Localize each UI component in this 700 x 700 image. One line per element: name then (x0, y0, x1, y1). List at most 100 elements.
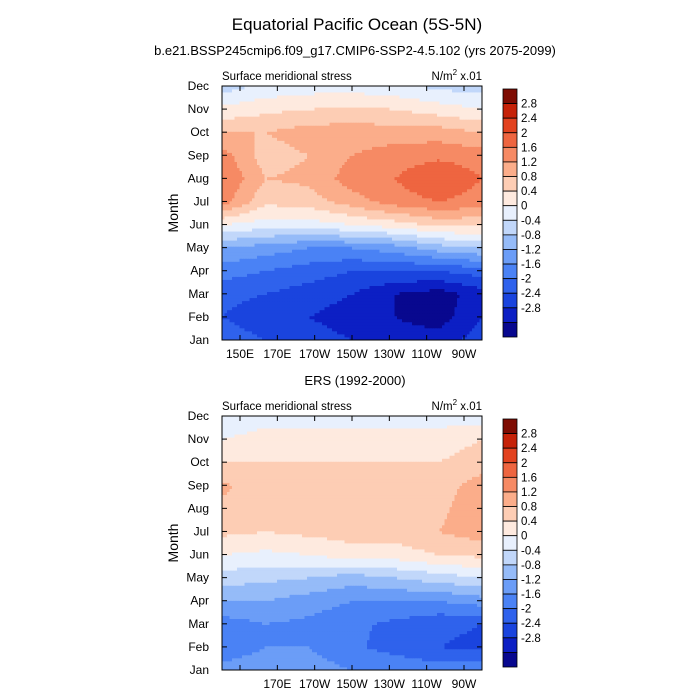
field-cell (279, 303, 283, 308)
field-cell (367, 285, 370, 289)
field-cell (357, 200, 360, 205)
field-cell (247, 270, 250, 274)
field-cell (282, 261, 285, 265)
field-cell (369, 294, 373, 299)
field-cell (277, 300, 280, 305)
field-cell (277, 330, 280, 335)
field-cell (407, 222, 410, 226)
field-cell (317, 222, 320, 226)
field-cell (412, 294, 415, 299)
field-cell (477, 288, 480, 293)
field-cell (292, 270, 295, 274)
field-cell (384, 219, 388, 223)
field-cell (279, 288, 283, 293)
field-cell (284, 237, 288, 241)
field-cell (404, 291, 408, 296)
field-cell (274, 282, 278, 286)
field-cell (384, 243, 388, 247)
field-cell (444, 327, 448, 332)
field-cell (307, 270, 310, 274)
field-cell (299, 213, 303, 217)
field-cell (347, 206, 350, 211)
field-cell (399, 213, 403, 217)
field-cell (372, 231, 375, 235)
field-cell (362, 321, 365, 326)
field-cell (382, 240, 385, 244)
field-cell (469, 285, 473, 289)
field-cell (279, 276, 283, 280)
field-cell (364, 303, 368, 308)
field-cell (224, 315, 228, 320)
field-cell (474, 309, 478, 314)
field-cell (389, 276, 393, 280)
field-cell (327, 312, 330, 317)
field-cell (454, 297, 458, 302)
field-cell (367, 252, 370, 256)
field-cell (272, 303, 275, 308)
field-cell (327, 225, 330, 229)
field-cell (429, 330, 433, 335)
field-cell (354, 264, 358, 268)
field-cell (262, 276, 265, 280)
field-cell (459, 209, 463, 214)
field-cell (397, 267, 400, 271)
field-cell (247, 261, 250, 265)
field-cell (304, 225, 308, 229)
field-cell (314, 279, 318, 283)
field-cell (464, 312, 468, 317)
field-cell (462, 216, 465, 220)
field-cell (254, 194, 258, 199)
field-cell (367, 234, 370, 238)
field-cell (389, 231, 393, 235)
field-cell (229, 327, 233, 332)
field-cell (272, 246, 275, 250)
field-cell (244, 309, 248, 314)
field-cell (319, 294, 323, 299)
field-cell (439, 231, 443, 235)
field-cell (417, 203, 420, 208)
field-cell (264, 300, 268, 305)
field-cell (439, 194, 443, 199)
field-cell (427, 294, 430, 299)
field-cell (439, 246, 443, 250)
field-cell (369, 318, 373, 323)
field-cell (464, 282, 468, 286)
field-cell (409, 306, 413, 311)
field-cell (357, 294, 360, 299)
field-cell (404, 216, 408, 220)
field-cell (294, 285, 298, 289)
field-cell (247, 327, 250, 332)
field-cell (304, 243, 308, 247)
field-cell (277, 206, 280, 211)
field-cell (342, 197, 345, 202)
field-cell (234, 300, 238, 305)
field-cell (354, 231, 358, 235)
field-cell (422, 291, 425, 296)
field-cell (257, 297, 260, 302)
field-cell (384, 237, 388, 241)
field-cell (284, 297, 288, 302)
field-cell (367, 300, 370, 305)
field-cell (224, 255, 228, 259)
field-cell (374, 249, 378, 253)
field-cell (259, 222, 263, 226)
field-cell (469, 249, 473, 253)
field-cell (372, 270, 375, 274)
field-cell (389, 330, 393, 335)
field-cell (354, 285, 358, 289)
field-cell (312, 294, 315, 299)
field-cell (222, 297, 225, 302)
field-cell (352, 285, 355, 289)
field-cell (282, 330, 285, 335)
field-cell (339, 318, 343, 323)
field-cell (479, 234, 483, 238)
field-cell (472, 282, 475, 286)
field-cell (274, 213, 278, 217)
field-cell (234, 303, 238, 308)
field-cell (287, 228, 290, 232)
field-cell (247, 225, 250, 229)
field-cell (417, 197, 420, 202)
field-cell (419, 249, 423, 253)
field-cell (459, 206, 463, 211)
field-cell (344, 279, 348, 283)
